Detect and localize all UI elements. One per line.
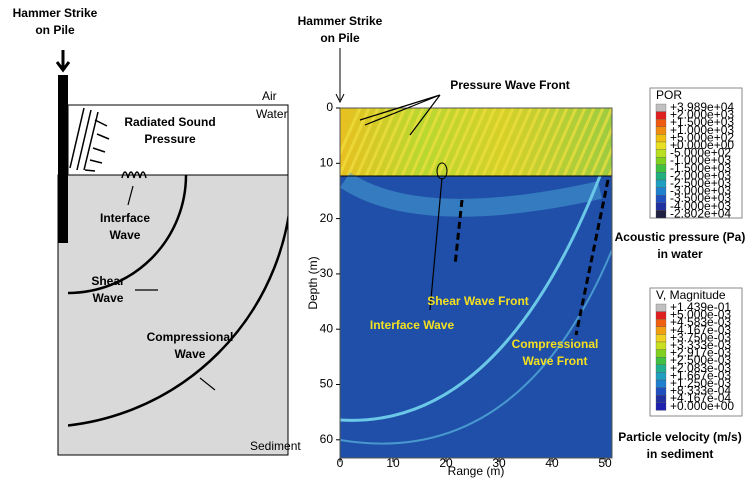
shear-front-label: Shear Wave Front [427, 294, 529, 308]
legend-swatch [656, 127, 666, 135]
water-label: Water [256, 107, 288, 121]
radiated-label: Radiated Sound [124, 115, 215, 129]
legend-swatch [656, 304, 666, 312]
legend-swatch [656, 350, 666, 358]
interface-label: Wave [110, 228, 141, 242]
hammer-label: on Pile [35, 23, 75, 37]
legend-swatch [656, 365, 666, 373]
legend-label: +0.000e+00 [670, 399, 734, 413]
legend-swatch [656, 119, 666, 127]
legend-swatch [656, 134, 666, 142]
legend-swatch [656, 357, 666, 365]
compressional-front-label: Compressional [512, 337, 599, 351]
legend-swatch [656, 203, 666, 211]
plot-hammer-label: on Pile [320, 31, 360, 45]
legend-swatch [656, 342, 666, 350]
pressure-front-label: Pressure Wave Front [450, 78, 570, 92]
legend-swatch [656, 380, 666, 388]
interface-label: Interface [100, 211, 150, 225]
legend-swatch [656, 388, 666, 396]
interface-label: Interface Wave [370, 318, 455, 332]
air-label: Air [262, 89, 277, 103]
legend-swatch [656, 403, 666, 411]
legend-swatch [656, 195, 666, 203]
y-tick-label: 30 [320, 266, 334, 280]
page: Hammer Strike on Pile Air Water Radiated Sou… [0, 0, 748, 481]
plot-hammer-arrow [336, 48, 344, 102]
legend-swatch [656, 312, 666, 320]
y-tick-label: 10 [320, 155, 334, 169]
y-axis-label: Depth (m) [306, 256, 320, 309]
legend-swatch [656, 210, 666, 218]
sediment-label: Sediment [250, 439, 301, 453]
legend-swatch [656, 150, 666, 158]
y-tick-label: 0 [326, 100, 333, 114]
legend-caption: Particle velocity (m/s) [618, 430, 741, 444]
shear-label: Shear [91, 274, 125, 288]
legend-swatch [656, 112, 666, 120]
plot-hammer-label: Hammer Strike [298, 14, 383, 28]
legend-caption: in sediment [647, 447, 714, 461]
legend-caption: in water [657, 247, 703, 261]
legend-swatch [656, 172, 666, 180]
legend-swatch [656, 142, 666, 150]
hammer-arrow [57, 50, 69, 70]
y-tick-label: 60 [320, 432, 334, 446]
hammer-label: Hammer Strike [13, 6, 98, 20]
legend-swatch [656, 372, 666, 380]
legend-swatch [656, 334, 666, 342]
legend-swatch [656, 157, 666, 165]
y-tick-label: 50 [320, 377, 334, 391]
y-tick-label: 20 [320, 211, 334, 225]
y-tick-label: 40 [320, 321, 334, 335]
compressional-front-label: Wave Front [523, 354, 588, 368]
figure: Hammer Strike on Pile Air Water Radiated Sou… [0, 0, 748, 481]
legend-swatch [656, 327, 666, 335]
legend-swatch [656, 104, 666, 112]
legend-swatch [656, 165, 666, 173]
sediment-box [58, 175, 288, 455]
legend-swatch [656, 180, 666, 188]
compressional-label: Wave [175, 347, 206, 361]
legend-swatch [656, 319, 666, 327]
legend-swatch [656, 395, 666, 403]
legend-swatch [656, 188, 666, 196]
shear-label: Wave [93, 291, 124, 305]
water-stripe [609, 108, 639, 176]
legend-label: -2.802e+04 [670, 206, 731, 220]
legend-caption: Acoustic pressure (Pa) [615, 230, 746, 244]
compressional-label: Compressional [147, 330, 234, 344]
water-stripe [618, 108, 648, 176]
pile [58, 75, 68, 243]
radiated-label: Pressure [144, 132, 196, 146]
